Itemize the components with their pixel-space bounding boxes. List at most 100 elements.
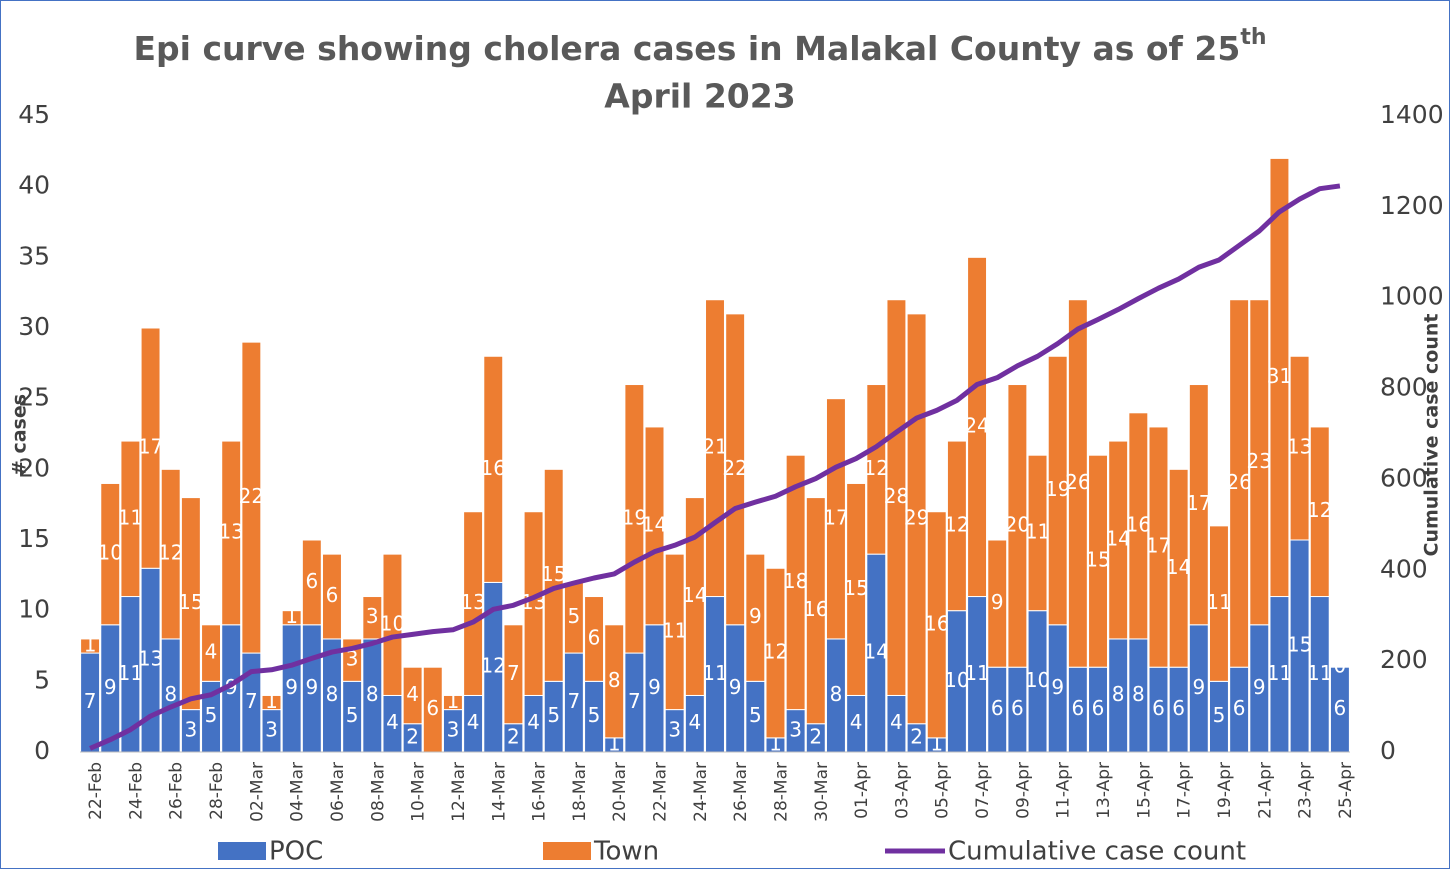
data-label: 10 [1025, 668, 1050, 692]
bar-segment [100, 482, 121, 626]
bar-segment [785, 454, 806, 711]
legend-label: Cumulative case count [948, 837, 1246, 867]
data-label: 7 [507, 661, 520, 685]
x-tick-label: 22-Feb [86, 762, 106, 820]
data-label: 4 [890, 710, 903, 734]
data-label: 15 [178, 590, 203, 614]
bar-segment [584, 596, 605, 682]
data-label: 4 [386, 710, 399, 734]
y-tick-label: 35 [18, 241, 50, 270]
data-label: 5 [346, 703, 359, 727]
data-label: 1 [84, 633, 97, 657]
bar-segment [644, 426, 665, 626]
data-label: 6 [1334, 696, 1347, 720]
bar-segment [987, 539, 1008, 668]
data-label: 29 [904, 505, 929, 529]
data-label: 6 [305, 569, 318, 593]
bar-segment [362, 596, 383, 640]
x-tick-label: 25-Apr [1336, 762, 1356, 819]
data-label: 4 [205, 640, 218, 664]
bar-segment [1168, 468, 1189, 668]
data-label: 8 [366, 682, 379, 706]
data-label: 17 [823, 505, 848, 529]
y2-axis-title: Cumulative case count [1421, 314, 1443, 557]
data-label: 12 [481, 654, 506, 678]
x-tick-label: 01-Apr [852, 762, 872, 819]
data-label: 6 [326, 583, 339, 607]
bar-segment [825, 398, 846, 640]
bar-segment [604, 624, 625, 739]
data-label: 7 [245, 689, 258, 713]
data-label: 1 [265, 689, 278, 713]
x-tick-label: 23-Apr [1296, 762, 1316, 819]
data-label: 9 [991, 590, 1004, 614]
data-label: 8 [1132, 682, 1145, 706]
data-label: 26 [1065, 470, 1090, 494]
data-label: 3 [366, 604, 379, 628]
bar-segment [1249, 299, 1270, 626]
data-label: 0 [1334, 654, 1347, 678]
bar-segment [684, 497, 705, 696]
x-tick-label: 07-Apr [973, 762, 993, 819]
data-label: 17 [1146, 534, 1171, 558]
data-label: 18 [783, 569, 808, 593]
legend-label: POC [269, 837, 323, 867]
data-label: 17 [138, 435, 163, 459]
chart-title: April 2023 [604, 77, 795, 116]
legend-swatch [218, 842, 266, 860]
y-tick-label: 5 [34, 665, 50, 694]
bar-segment [382, 553, 403, 696]
bar-segment [120, 440, 141, 598]
data-label: 4 [527, 710, 540, 734]
x-tick-label: 19-Apr [1215, 762, 1235, 819]
bar-segment [866, 384, 887, 555]
data-label: 7 [84, 689, 97, 713]
data-label: 9 [648, 675, 661, 699]
data-label: 3 [668, 717, 681, 741]
data-label: 12 [158, 541, 183, 565]
bar-segment [725, 313, 746, 626]
data-label: 3 [265, 717, 278, 741]
bar-segment [221, 440, 242, 626]
data-label: 6 [588, 625, 601, 649]
x-tick-label: 02-Mar [247, 762, 267, 822]
x-tick-label: 12-Mar [449, 762, 469, 822]
bar-segment [201, 624, 222, 682]
bar-segment [624, 384, 645, 654]
data-label: 13 [218, 519, 243, 543]
data-label: 16 [924, 611, 949, 635]
data-label: 4 [467, 710, 480, 734]
legend-swatch [543, 842, 591, 860]
data-label: 16 [1126, 512, 1151, 536]
data-label: 7 [628, 689, 641, 713]
x-tick-label: 28-Feb [207, 762, 227, 820]
data-label: 28 [884, 484, 909, 508]
x-tick-label: 13-Apr [1094, 762, 1114, 819]
x-tick-label: 09-Apr [1013, 762, 1033, 819]
y-tick-label: 20 [18, 453, 50, 482]
data-label: 11 [662, 618, 687, 642]
x-tick-label: 04-Mar [288, 762, 308, 822]
data-label: 13 [460, 590, 485, 614]
data-label: 9 [1253, 675, 1266, 699]
data-label: 17 [1186, 491, 1211, 515]
y2-tick-label: 1400 [1380, 100, 1444, 129]
data-label: 11 [1267, 661, 1292, 685]
data-label: 10 [944, 668, 969, 692]
bar-segment [1309, 426, 1330, 598]
bar-segment [503, 624, 524, 725]
data-label: 10 [380, 611, 405, 635]
data-label: 1 [447, 689, 460, 713]
data-label: 11 [702, 661, 727, 685]
bar-segment [946, 440, 967, 612]
data-label: 4 [406, 682, 419, 706]
data-label: 9 [285, 675, 298, 699]
bar-segment [543, 468, 564, 682]
data-label: 19 [622, 505, 647, 529]
data-label: 4 [850, 710, 863, 734]
data-label: 14 [682, 583, 707, 607]
data-label: 9 [104, 675, 117, 699]
data-label: 5 [568, 604, 581, 628]
y-tick-label: 0 [34, 736, 50, 765]
y2-tick-label: 200 [1380, 645, 1428, 674]
